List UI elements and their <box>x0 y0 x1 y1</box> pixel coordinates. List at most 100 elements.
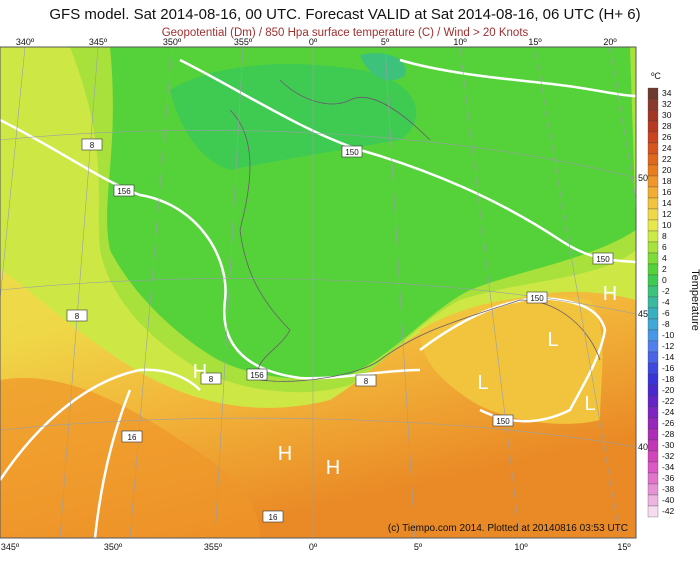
colorbar-swatch <box>647 142 659 155</box>
contour-label-box <box>526 291 548 304</box>
colorbar-swatch <box>647 186 659 199</box>
contour-label-box <box>246 368 268 381</box>
colorbar-label: 22 <box>662 154 672 164</box>
colorbar-swatch <box>647 241 659 254</box>
contour-label-box <box>121 430 143 443</box>
colorbar-label: 26 <box>662 132 672 142</box>
longitude-label: 350º <box>104 542 123 552</box>
pressure-marker: H <box>326 457 340 479</box>
colorbar-swatch <box>647 175 659 188</box>
colorbar-swatch <box>647 153 659 166</box>
colorbar-swatch <box>647 373 659 386</box>
pressure-marker: H <box>278 443 292 465</box>
colorbar-label: 32 <box>662 99 672 109</box>
colorbar-label: -10 <box>662 330 675 340</box>
contour-label: 8 <box>75 312 80 321</box>
longitude-label: 345º <box>89 37 108 47</box>
longitude-label: 5º <box>414 542 423 552</box>
contour-label-box <box>262 510 284 523</box>
colorbar-label: -14 <box>662 352 675 362</box>
colorbar-label: -36 <box>662 473 675 483</box>
colorbar-label: 30 <box>662 110 672 120</box>
contour-label: 150 <box>530 294 544 303</box>
contour-label: 156 <box>117 187 131 196</box>
colorbar-swatch <box>647 472 659 485</box>
colorbar-label: 18 <box>662 176 672 186</box>
colorbar-label: 2 <box>662 264 667 274</box>
colorbar-label: -34 <box>662 462 675 472</box>
colorbar-label: -4 <box>662 297 670 307</box>
colorbar-label: -12 <box>662 341 675 351</box>
pressure-marker: L <box>584 393 595 415</box>
contour-label-box <box>492 414 514 427</box>
colorbar-swatch <box>647 109 659 122</box>
contour-label-box <box>66 309 88 322</box>
pressure-marker: L <box>477 372 488 394</box>
colorbar-swatch <box>647 230 659 243</box>
colorbar-label: 20 <box>662 165 672 175</box>
colorbar-label: 34 <box>662 88 672 98</box>
colorbar-label: 10 <box>662 220 672 230</box>
contour-label-box <box>355 374 377 387</box>
colorbar-title: Temperature <box>689 269 700 331</box>
contour-label: 8 <box>364 377 369 386</box>
colorbar-label: -20 <box>662 385 675 395</box>
geopotential-contours <box>0 58 636 538</box>
longitude-label: 350º <box>163 37 182 47</box>
colorbar-swatch <box>647 164 659 177</box>
colorbar-swatch <box>647 263 659 276</box>
colorbar-swatch <box>647 362 659 375</box>
colorbar-label: 12 <box>662 209 672 219</box>
longitude-label: 0º <box>309 37 318 47</box>
colorbar-label: -26 <box>662 418 675 428</box>
colorbar-label: -22 <box>662 396 675 406</box>
temperature-band <box>0 378 260 538</box>
contour-label-box <box>592 252 614 265</box>
longitude-label: 5º <box>381 37 390 47</box>
graticule <box>0 47 636 538</box>
temperature-band <box>170 64 417 170</box>
contour-label: 16 <box>269 513 278 522</box>
colorbar-label: 28 <box>662 121 672 131</box>
colorbar-label: 6 <box>662 242 667 252</box>
colorbar-swatch <box>647 406 659 419</box>
colorbar-label: -32 <box>662 451 675 461</box>
colorbar-label: -40 <box>662 495 675 505</box>
colorbar-swatch <box>647 428 659 441</box>
pressure-marker: H <box>603 283 617 305</box>
colorbar-label: -28 <box>662 429 675 439</box>
colorbar-swatch <box>647 252 659 265</box>
colorbar-label: -8 <box>662 319 670 329</box>
colorbar-swatch <box>647 87 659 100</box>
colorbar-swatch <box>647 505 659 518</box>
colorbar-label: -38 <box>662 484 675 494</box>
colorbar-swatch <box>647 461 659 474</box>
colorbar-swatch <box>647 197 659 210</box>
colorbar-swatch <box>647 318 659 331</box>
pressure-marker: L <box>547 329 558 351</box>
colorbar-swatch <box>647 384 659 397</box>
longitude-label: 15º <box>528 37 542 47</box>
coastlines <box>229 79 601 382</box>
colorbar-label: -6 <box>662 308 670 318</box>
colorbar-label: -24 <box>662 407 675 417</box>
longitude-label: 345º <box>1 542 20 552</box>
colorbar-swatch <box>647 483 659 496</box>
longitude-label: 10º <box>514 542 528 552</box>
latitude-label: 50º <box>638 173 652 183</box>
colorbar-swatch <box>647 296 659 309</box>
contour-label: 8 <box>209 375 214 384</box>
colorbar-swatch <box>647 98 659 111</box>
colorbar-swatch <box>647 208 659 221</box>
colorbar-swatch <box>647 120 659 133</box>
colorbar-label: 14 <box>662 198 672 208</box>
copyright: (c) Tiempo.com 2014. Plotted at 20140816… <box>388 523 628 534</box>
title: GFS model. Sat 2014-08-16, 00 UTC. Forec… <box>49 6 640 23</box>
longitude-label: 355º <box>204 542 223 552</box>
temperature-band <box>420 296 603 424</box>
contour-label: 156 <box>250 371 264 380</box>
colorbar-swatch <box>647 439 659 452</box>
longitude-label: 15º <box>617 542 631 552</box>
longitude-label: 355º <box>234 37 253 47</box>
colorbar-label: 24 <box>662 143 672 153</box>
